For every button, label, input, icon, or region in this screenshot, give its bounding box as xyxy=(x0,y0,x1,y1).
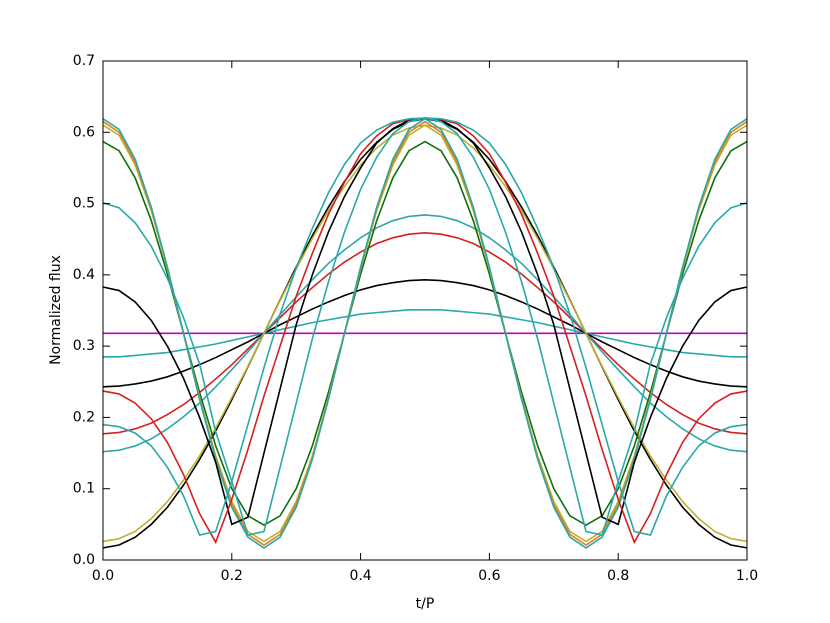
line-series xyxy=(102,117,748,536)
y-tick-label: 0.4 xyxy=(73,267,95,283)
y-tick-label: 0.2 xyxy=(73,409,95,425)
line-series xyxy=(102,140,748,526)
y-tick-label: 0.6 xyxy=(73,124,95,140)
line-series xyxy=(102,214,748,453)
x-tick-label: 1.0 xyxy=(736,568,758,584)
y-tick-label: 0.3 xyxy=(73,338,95,354)
line-series xyxy=(103,308,747,358)
y-axis-label: Normalized flux xyxy=(48,255,64,365)
line-series xyxy=(102,231,748,435)
x-tick-label: 0.6 xyxy=(478,568,500,584)
plot-frame xyxy=(102,60,748,561)
x-tick-label: 0.2 xyxy=(221,568,243,584)
y-tick-label: 0.5 xyxy=(73,196,95,212)
x-tick-label: 0.4 xyxy=(349,568,371,584)
y-tick-label: 0.7 xyxy=(73,53,95,69)
x-tick-label: 0.8 xyxy=(607,568,629,584)
y-tick-label: 0.0 xyxy=(73,552,95,568)
line-series xyxy=(102,279,748,388)
y-tick-label: 0.1 xyxy=(73,481,95,497)
x-axis-label: t/P xyxy=(416,596,435,612)
x-tick-label: 0.0 xyxy=(92,568,114,584)
